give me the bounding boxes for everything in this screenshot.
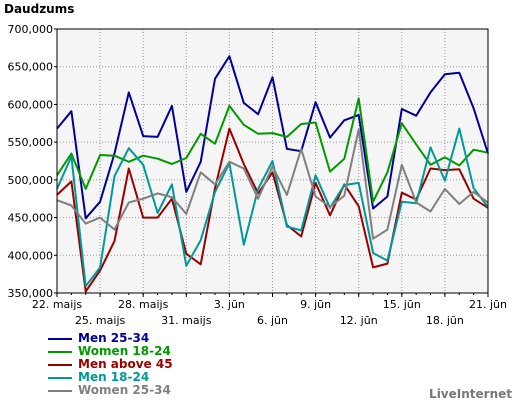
x-tick-label: 9. jūn [300, 298, 331, 311]
y-tick-label: 500,000 [8, 174, 54, 187]
legend-swatch [48, 363, 72, 366]
y-tick-label: 650,000 [8, 61, 54, 74]
x-tick-label: 28. maijs [118, 298, 169, 311]
legend-swatch [48, 337, 72, 340]
series-line [56, 55, 489, 220]
y-tick-label: 450,000 [8, 212, 54, 225]
x-tick-label: 21. jūn [469, 298, 507, 311]
legend-entry: Men 25-34 [48, 332, 173, 345]
legend-label: Men 25-34 [78, 331, 150, 345]
x-tick-label: 31. maijs [161, 314, 212, 327]
legend-label: Men above 45 [78, 357, 173, 371]
y-tick-label: 350,000 [8, 287, 54, 300]
x-tick-label: 25. maijs [75, 314, 126, 327]
y-tick-label: 700,000 [8, 23, 54, 36]
axes [54, 28, 489, 297]
legend-entry: Women 18-24 [48, 345, 173, 358]
x-tick-label: 22. maijs [32, 298, 83, 311]
legend-swatch [48, 376, 72, 379]
y-tick-label: 550,000 [8, 136, 54, 149]
x-tick-label: 15. jūn [383, 298, 421, 311]
x-tick-label: 6. jūn [257, 314, 288, 327]
x-tick-label: 18. jūn [426, 314, 464, 327]
legend-label: Men 18-24 [78, 370, 150, 384]
series-line [56, 97, 489, 203]
y-tick-label: 600,000 [8, 98, 54, 111]
legend-label: Women 18-24 [78, 344, 171, 358]
x-tick-label: 12. jūn [340, 314, 378, 327]
x-tick-label: 3. jūn [214, 298, 245, 311]
y-tick-label: 400,000 [8, 249, 54, 262]
brand-label: LiveInternet [429, 387, 512, 401]
legend: Men 25-34 Women 18-24 Men above 45 Men 18-2… [48, 332, 173, 397]
legend-swatch [48, 350, 72, 353]
line-chart: 350,000 400,000 450,000 500,000 550,000 600,0… [8, 23, 508, 327]
legend-entry: Women 25-34 [48, 384, 173, 397]
series-line [56, 128, 489, 240]
plot-border [56, 28, 489, 294]
legend-label: Women 25-34 [78, 383, 171, 397]
legend-entry: Men 18-24 [48, 371, 173, 384]
chart-title: Daudzums [4, 2, 75, 16]
y-axis-tick-labels: 350,000 400,000 450,000 500,000 550,000 600,0… [8, 23, 54, 300]
legend-entry: Men above 45 [48, 358, 173, 371]
legend-swatch [48, 389, 72, 392]
series-lines [56, 55, 489, 293]
